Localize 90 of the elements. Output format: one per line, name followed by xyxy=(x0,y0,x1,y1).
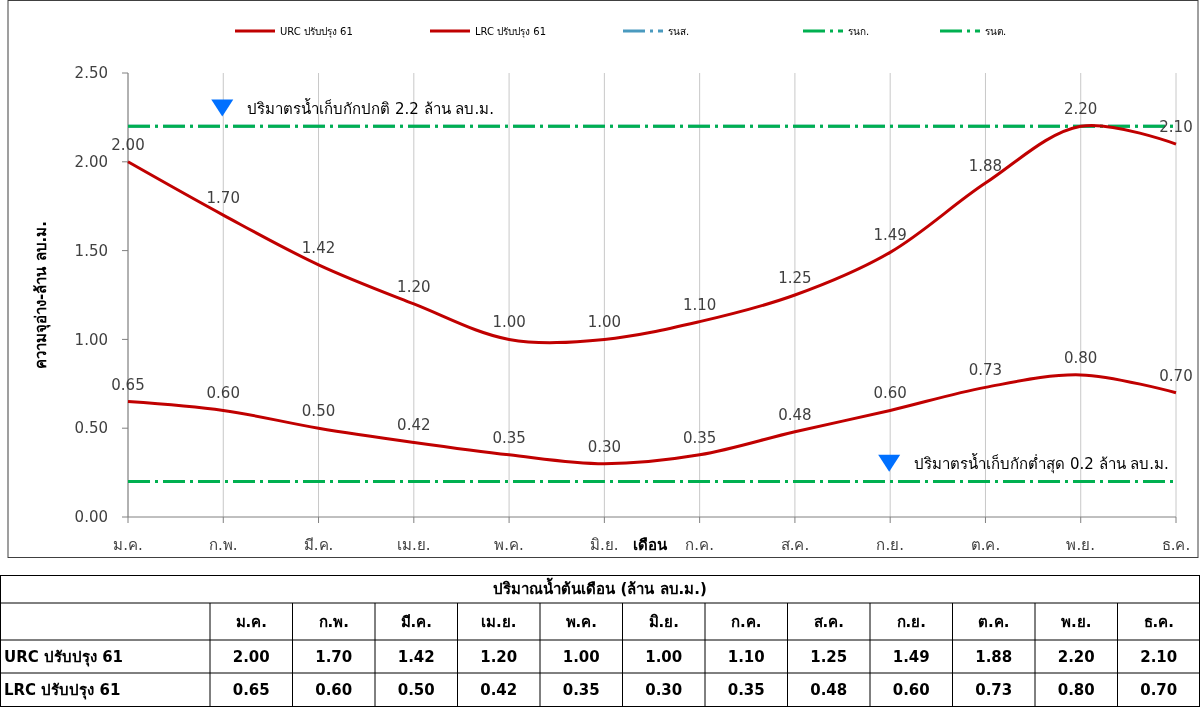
legend-label: รนส. xyxy=(668,25,690,37)
legend-label: รนก. xyxy=(848,25,870,37)
category-label: มี.ค. xyxy=(400,612,432,631)
data-label: 0.60 xyxy=(873,384,907,403)
text: 0.65 xyxy=(232,681,270,700)
data-label: 1.42 xyxy=(301,238,336,257)
category-label: ก.ย. xyxy=(896,612,926,631)
text: ปริมาณน้ำต้นเดือน (ล้าน ลบ.ม.) xyxy=(493,577,707,599)
text: 2.10 xyxy=(1140,647,1178,666)
data-label: 1.00 xyxy=(492,313,526,332)
data-label: 1.88 xyxy=(968,157,1003,176)
text: 0.80 xyxy=(1057,681,1095,700)
text: 1.49 xyxy=(892,647,930,666)
text: 0.73 xyxy=(975,681,1013,700)
y-tick-label: 0.00 xyxy=(74,508,108,527)
text: 0.35 xyxy=(727,681,765,700)
data-label: 2.10 xyxy=(1159,118,1193,137)
legend-label: URC ปรับปรุง 61 xyxy=(280,25,353,38)
data-label: 2.00 xyxy=(111,135,145,154)
data-label: 0.35 xyxy=(682,428,717,447)
category-label: ม.ค. xyxy=(235,612,267,631)
y-tick-label: 1.50 xyxy=(74,241,108,260)
x-tick-label: เม.ย. xyxy=(397,536,431,554)
category-label: พ.ค. xyxy=(565,612,597,631)
data-label: 0.80 xyxy=(1064,348,1098,367)
data-label: 0.35 xyxy=(492,428,526,447)
x-tick-label: พ.ค. xyxy=(494,536,524,554)
data-label: 0.48 xyxy=(778,405,812,424)
data-label: 0.70 xyxy=(1159,366,1193,385)
y-tick-label: 2.50 xyxy=(74,64,108,83)
x-tick-label: พ.ย. xyxy=(1066,536,1095,554)
data-label: 0.73 xyxy=(968,361,1003,380)
text: LRC ปรับปรุง 61 xyxy=(4,681,121,700)
y-axis-title: ความจุอ่าง-ล้าน ลบ.ม. xyxy=(32,221,51,369)
x-tick-label: มิ.ย. xyxy=(590,536,619,554)
y-tick-label: 0.50 xyxy=(74,419,108,438)
text: 1.10 xyxy=(727,647,765,666)
text: 2.00 xyxy=(232,647,270,666)
legend-label: รนต. xyxy=(985,25,1007,37)
category-label: ก.ค. xyxy=(731,612,762,631)
data-label: 0.30 xyxy=(587,437,622,456)
text: 1.70 xyxy=(315,647,353,666)
data-label: 1.49 xyxy=(873,226,907,245)
category-label: ต.ค. xyxy=(978,612,1010,631)
text: 0.60 xyxy=(892,681,930,700)
data-label: 0.60 xyxy=(206,384,240,403)
data-label: 1.20 xyxy=(397,277,431,296)
data-label: 2.20 xyxy=(1064,100,1098,119)
text: URC ปรับปรุง 61 xyxy=(4,647,124,666)
category-label: ส.ค. xyxy=(813,612,844,631)
text: 0.50 xyxy=(397,681,435,700)
text: 1.88 xyxy=(975,647,1013,666)
x-axis-title: เดือน xyxy=(633,536,668,554)
data-label: 0.50 xyxy=(301,402,336,421)
text: 1.00 xyxy=(562,647,600,666)
data-label: 1.70 xyxy=(206,189,240,208)
data-label: 0.42 xyxy=(397,416,431,435)
text: 2.20 xyxy=(1057,647,1095,666)
x-tick-label: ธ.ค. xyxy=(1161,536,1191,554)
legend-label: LRC ปรับปรุง 61 xyxy=(475,25,547,38)
data-label: 1.25 xyxy=(778,269,812,287)
text: 0.60 xyxy=(315,681,353,700)
category-label: มิ.ย. xyxy=(648,612,679,631)
x-tick-label: ก.ย. xyxy=(876,536,904,554)
text: 0.42 xyxy=(480,681,518,700)
annotation: ปริมาตรน้ำเก็บกักต่ำสุด 0.2 ล้าน ลบ.ม. xyxy=(914,452,1169,474)
x-tick-label: ก.พ. xyxy=(209,536,238,554)
category-label: พ.ย. xyxy=(1061,612,1092,631)
text: 1.42 xyxy=(397,647,435,666)
annotation: ปริมาตรน้ำเก็บกักปกติ 2.2 ล้าน ลบ.ม. xyxy=(247,97,494,118)
text: 1.25 xyxy=(810,647,848,666)
text: 1.20 xyxy=(480,647,518,666)
data-label: 1.00 xyxy=(587,313,622,332)
x-tick-label: ก.ค. xyxy=(685,536,714,554)
category-label: ก.พ. xyxy=(318,612,349,631)
text: 0.35 xyxy=(562,681,600,700)
x-tick-label: ต.ค. xyxy=(970,536,1001,554)
y-tick-label: 1.00 xyxy=(74,330,108,349)
text: 0.70 xyxy=(1140,681,1178,700)
text: 1.00 xyxy=(645,647,683,666)
category-label: เม.ย. xyxy=(481,612,517,631)
category-label: ธ.ค. xyxy=(1143,612,1174,631)
text: 0.48 xyxy=(810,681,848,700)
data-label: 0.65 xyxy=(111,375,145,394)
text: 0.30 xyxy=(645,681,683,700)
x-tick-label: ม.ค. xyxy=(113,536,143,554)
x-tick-label: ส.ค. xyxy=(780,536,810,554)
data-label: 1.10 xyxy=(682,295,717,314)
y-tick-label: 2.00 xyxy=(74,153,108,172)
x-tick-label: มี.ค. xyxy=(303,536,334,554)
